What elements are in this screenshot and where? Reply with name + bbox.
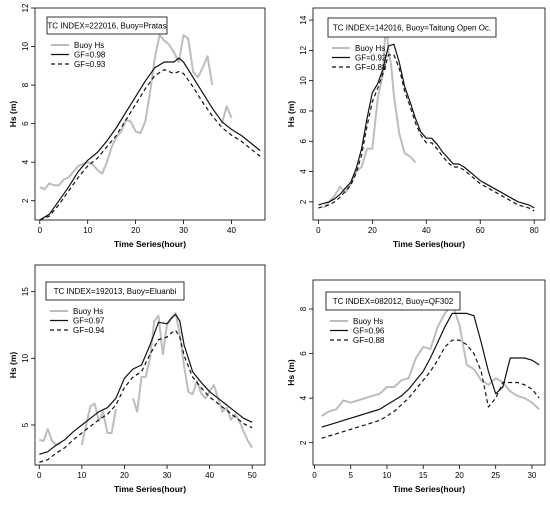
x-tick-label: 20 (120, 471, 129, 480)
x-tick-label: 10 (382, 471, 391, 480)
y-tick-label: 8 (299, 306, 308, 311)
legend-label: GF=0.96 (353, 327, 385, 336)
series-line (39, 57, 261, 221)
y-tick-label: 10 (21, 42, 30, 51)
y-tick-label: 2 (299, 440, 308, 445)
y-tick-label: 6 (21, 121, 30, 126)
x-tick-label: 15 (419, 471, 428, 480)
chart-title: TC INDEX=192013, Buoy=Eluanbi (54, 287, 177, 296)
legend-label: GF=0.88 (353, 336, 385, 345)
title-box (327, 17, 497, 38)
panel-3: 0 10 20 30 40 50 5 10 15 Time Series(hour) Hs (m) T… (8, 264, 266, 494)
x-tick-label: 0 (38, 226, 43, 235)
legend-label: GF=0.94 (73, 326, 105, 335)
title-box (46, 16, 168, 35)
chart-title: TC INDEX=142016, Buoy=Taitung Open Oc. (333, 24, 491, 33)
y-axis-label: Hs (m) (8, 352, 18, 379)
y-tick-label: 2 (299, 199, 308, 204)
y-tick-label: 12 (299, 45, 308, 54)
x-tick-label: 0 (316, 226, 321, 235)
series-line (318, 54, 535, 212)
y-tick-label: 4 (21, 159, 30, 164)
plot-frame (34, 7, 266, 221)
series-line (39, 34, 233, 191)
y-tick-label: 8 (21, 82, 30, 87)
y-axis-label: Hs (m) (8, 101, 18, 128)
x-tick-label: 80 (530, 226, 539, 235)
y-tick-label: 10 (299, 76, 308, 85)
plot-frame (312, 7, 546, 221)
series-line (323, 19, 417, 209)
x-tick-label: 20 (455, 471, 464, 480)
x-tick-label: 30 (527, 471, 536, 480)
panel-1: 0 10 20 30 40 2 4 6 8 10 12 Time Series(hour) Hs (m)… (8, 3, 266, 249)
series-line (318, 43, 535, 209)
legend-label: GF=0.98 (74, 51, 106, 60)
legend-label: GF=0.88 (355, 63, 387, 72)
y-axis-label: Hs (m) (286, 101, 296, 128)
legend-label: GF=0.97 (73, 317, 105, 326)
legend-label: Buoy Hs (74, 41, 104, 50)
series-line (321, 312, 540, 428)
x-tick-label: 10 (83, 226, 92, 235)
x-tick-label: 30 (179, 226, 188, 235)
panel-4: 0 5 10 15 20 25 30 2 4 6 8 Time Series(hour) Hs (m) T… (286, 279, 546, 494)
y-tick-label: 8 (299, 108, 308, 113)
y-tick-label: 15 (21, 287, 30, 296)
y-tick-label: 2 (21, 198, 30, 203)
chart-title: TC INDEX=222016, Buoy=Pratas (47, 22, 166, 31)
x-tick-label: 40 (422, 226, 431, 235)
series-line (39, 329, 253, 463)
legend-label: Buoy Hs (355, 44, 385, 53)
x-tick-label: 30 (163, 471, 172, 480)
title-box (45, 281, 185, 301)
x-axis-label: Time Series(hour) (393, 484, 465, 494)
x-axis-label: Time Series(hour) (114, 239, 186, 249)
x-tick-label: 40 (205, 471, 214, 480)
y-tick-label: 14 (299, 15, 308, 24)
y-axis-label: Hs (m) (286, 359, 296, 386)
x-axis-label: Time Series(hour) (393, 239, 465, 249)
x-tick-label: 20 (131, 226, 140, 235)
series-line (39, 69, 261, 221)
legend-label: Buoy Hs (353, 317, 383, 326)
y-tick-label: 6 (299, 138, 308, 143)
y-tick-label: 4 (299, 395, 308, 400)
plot-frame (34, 264, 266, 466)
x-tick-label: 40 (227, 226, 236, 235)
x-tick-label: 10 (77, 471, 86, 480)
x-tick-label: 0 (37, 471, 42, 480)
series-line (39, 313, 253, 455)
x-tick-label: 60 (476, 226, 485, 235)
x-axis-label: Time Series(hour) (114, 484, 186, 494)
panel-2: 0 20 40 60 80 2 4 6 8 10 12 14 Time Series(hour) Hs (… (286, 7, 546, 249)
title-box (325, 291, 461, 311)
series-line (321, 339, 540, 439)
plot-frame (312, 279, 546, 466)
x-tick-label: 20 (368, 226, 377, 235)
y-tick-label: 4 (299, 169, 308, 174)
legend-label: GF=0.93 (74, 60, 106, 69)
chart-title: TC INDEX=082012, Buoy=QF302 (333, 297, 454, 306)
series-line (39, 312, 254, 449)
x-tick-label: 0 (312, 471, 317, 480)
x-tick-label: 50 (248, 471, 257, 480)
x-tick-label: 25 (491, 471, 500, 480)
y-tick-label: 12 (21, 3, 30, 12)
legend-label: GF=0.92 (355, 54, 387, 63)
x-tick-label: 5 (348, 471, 353, 480)
legend-label: Buoy Hs (73, 307, 103, 316)
y-tick-label: 6 (299, 351, 308, 356)
y-tick-label: 5 (21, 422, 30, 427)
y-tick-label: 10 (21, 353, 30, 362)
